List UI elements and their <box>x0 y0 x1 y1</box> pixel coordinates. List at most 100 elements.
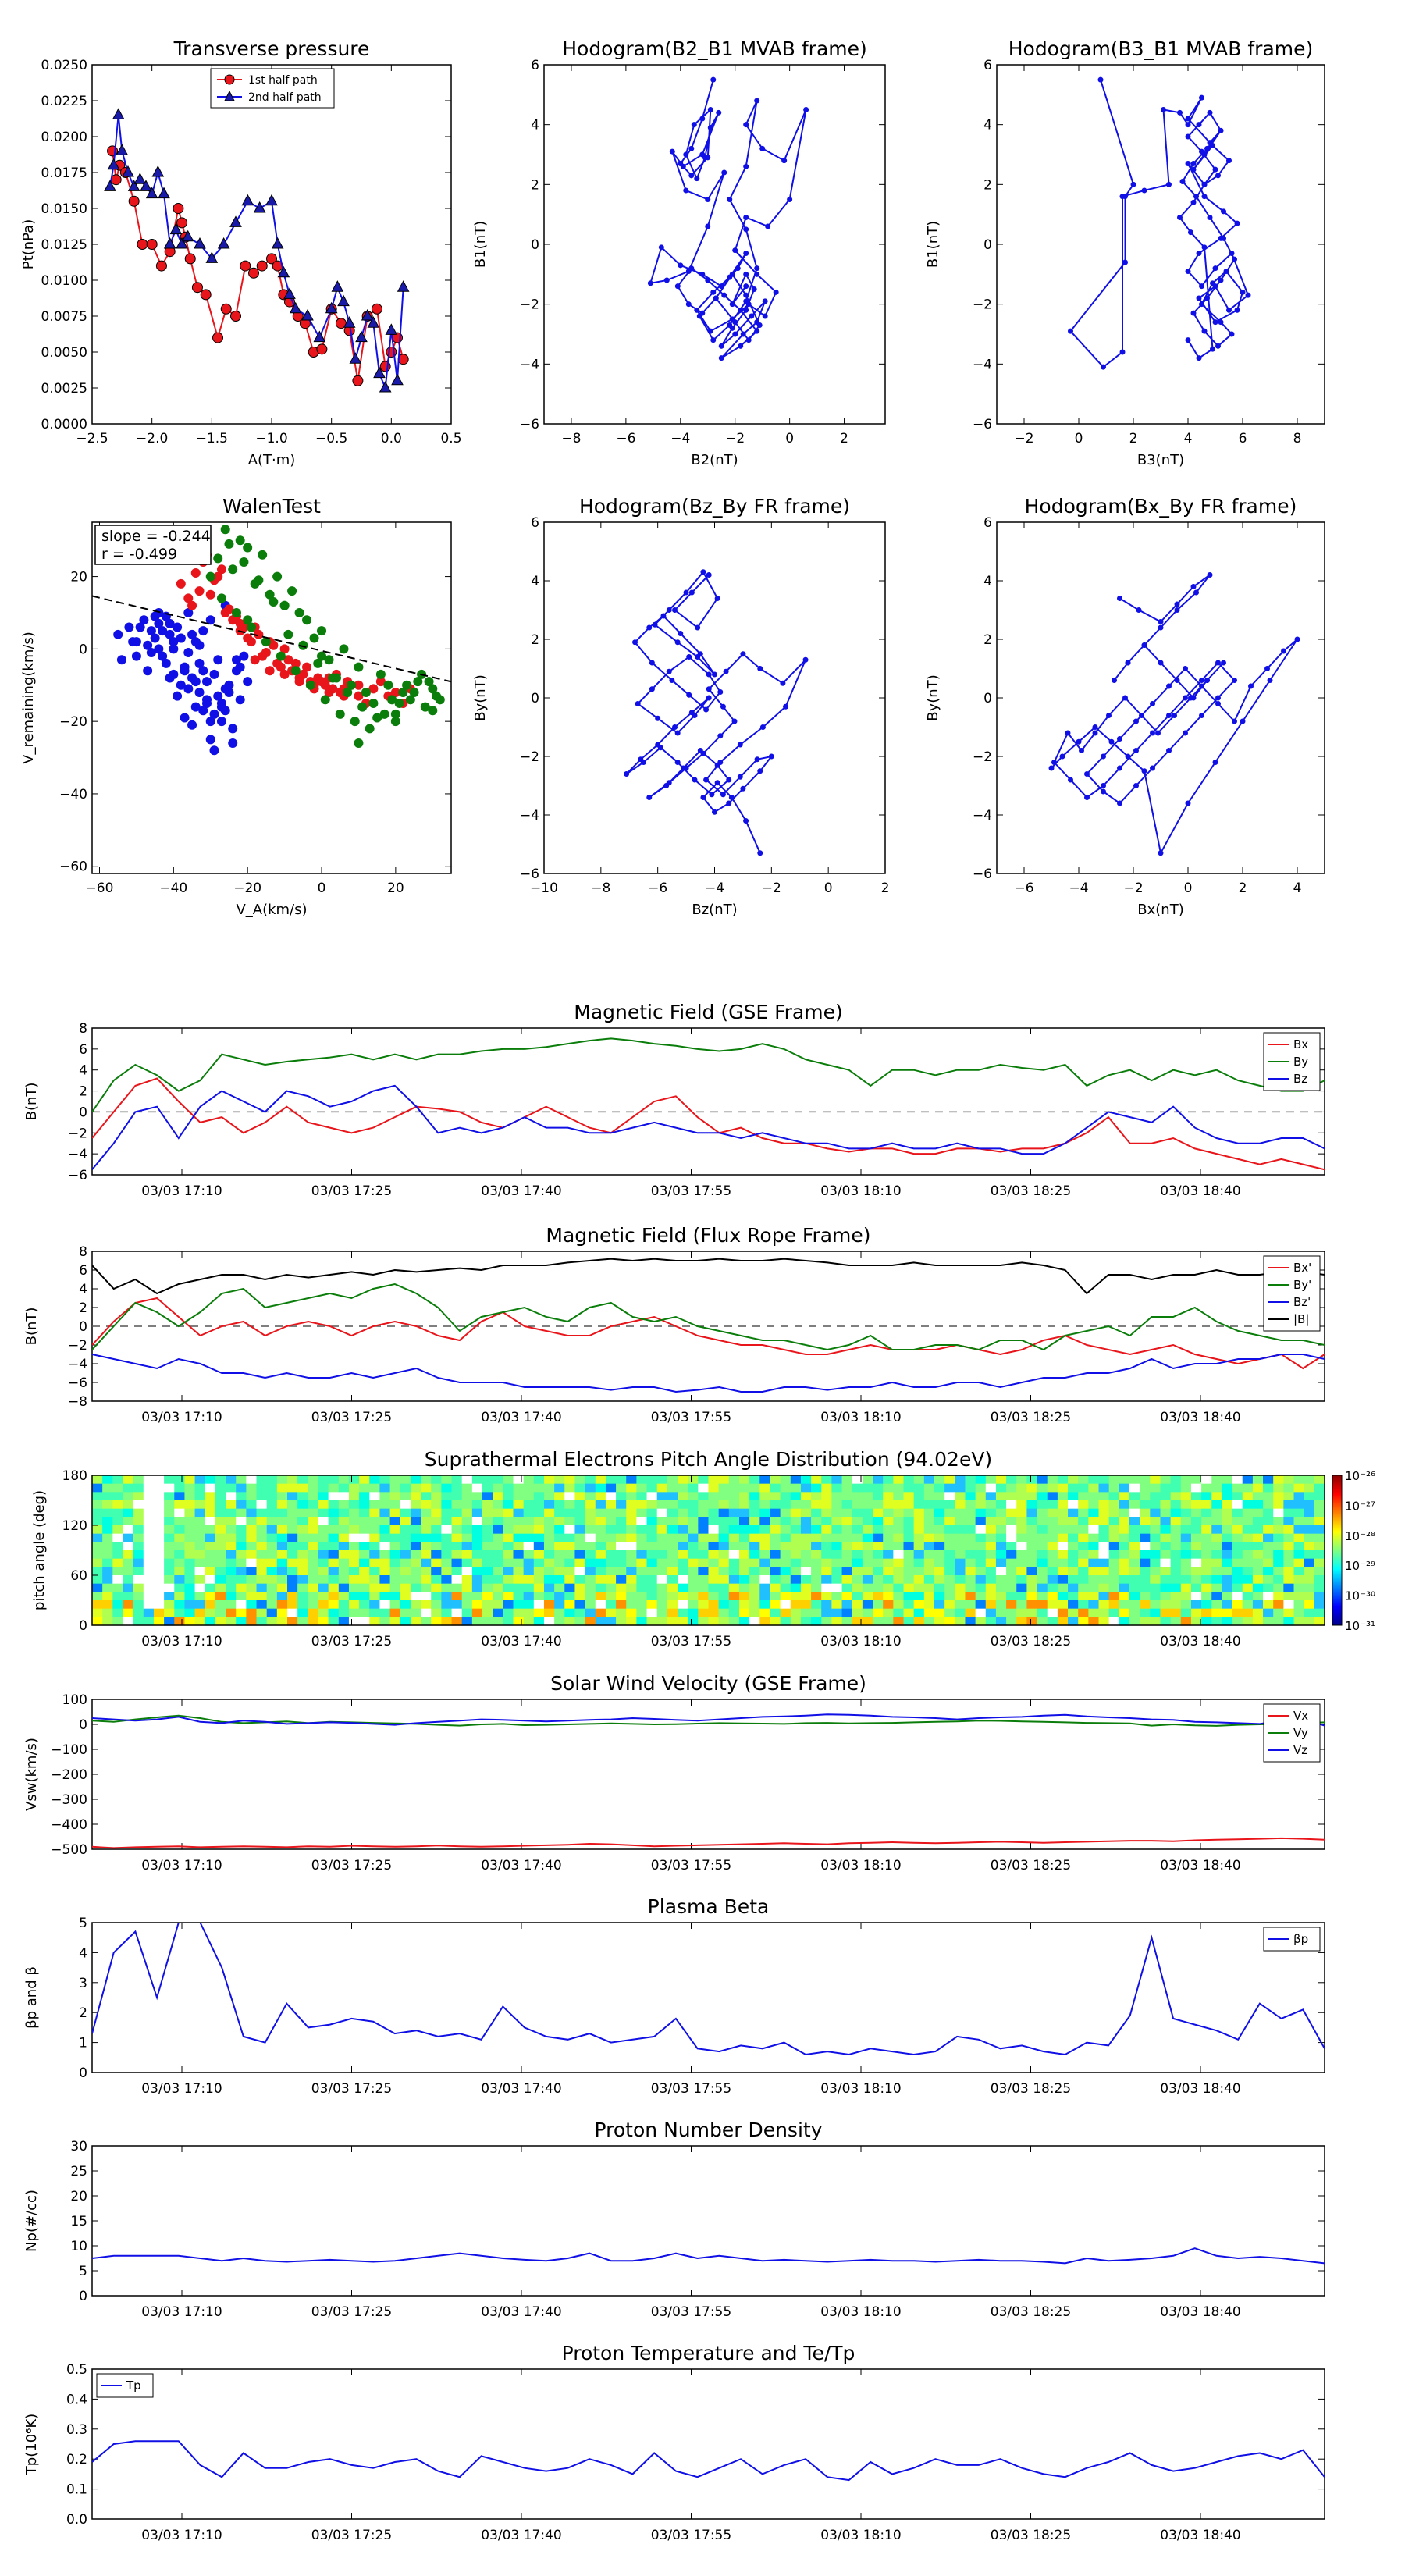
pad-cell <box>194 1483 206 1493</box>
pad-cell <box>595 1525 606 1535</box>
pad-cell <box>348 1475 360 1485</box>
pad-cell <box>841 1583 853 1592</box>
pad-cell <box>153 1558 165 1567</box>
pad-cell <box>246 1592 258 1601</box>
pt-point <box>194 237 206 249</box>
pad-cell <box>482 1567 493 1576</box>
pad-cell <box>1150 1592 1161 1601</box>
pad-cell <box>205 1525 216 1535</box>
pad-cell <box>698 1533 710 1542</box>
pad-cell <box>143 1542 155 1551</box>
h1-point <box>729 325 735 331</box>
pad-cell <box>616 1525 627 1535</box>
pad-cell <box>112 1508 124 1517</box>
pad-cell <box>1190 1517 1202 1526</box>
pad-cell <box>1170 1492 1182 1501</box>
h1-point <box>727 197 733 202</box>
h3-point <box>737 742 743 748</box>
pad-cell <box>965 1508 976 1517</box>
pad-cell <box>461 1508 473 1517</box>
pad-cell <box>585 1592 596 1601</box>
pad-cell <box>811 1617 822 1626</box>
h1-point <box>754 271 760 277</box>
pad-cell <box>543 1517 555 1526</box>
pad-cell <box>1129 1475 1140 1485</box>
pad-cell <box>451 1575 463 1585</box>
h3-point <box>757 666 763 671</box>
ts2-ytick-label: 2 <box>79 1300 87 1316</box>
pad-cell <box>698 1483 710 1493</box>
pad-cell <box>328 1550 340 1560</box>
pad-cell <box>112 1575 124 1585</box>
pad-cell <box>400 1525 411 1535</box>
pad-cell <box>533 1500 545 1510</box>
pad-cell <box>215 1558 226 1567</box>
pad-cell <box>1293 1617 1305 1626</box>
h4-point <box>1117 596 1122 601</box>
pad-cell <box>318 1617 329 1626</box>
pad-cell <box>338 1500 350 1510</box>
ts1-ytick-label: 2 <box>79 1084 87 1100</box>
pad-cell <box>482 1575 493 1585</box>
h1-point <box>754 328 760 334</box>
pad-cell <box>533 1608 545 1617</box>
pad-cell <box>400 1500 411 1510</box>
pad-cell <box>328 1600 340 1610</box>
pad-cell <box>164 1542 175 1551</box>
h2-point <box>1185 133 1191 140</box>
pad-cell <box>102 1508 113 1517</box>
pad-cells <box>92 1475 1325 1626</box>
pad-cell <box>369 1500 381 1510</box>
pad-cell <box>554 1600 565 1610</box>
pad-cell <box>1242 1533 1254 1542</box>
pad-cell <box>975 1525 987 1535</box>
pad-xtick-label: 03/03 17:25 <box>311 1634 392 1649</box>
walen-point <box>290 658 301 668</box>
pad-cell <box>770 1558 781 1567</box>
pad-cell <box>934 1575 945 1585</box>
h1-point <box>754 319 760 326</box>
pad-cell <box>1180 1483 1192 1493</box>
pad-cell <box>1222 1500 1233 1510</box>
h4-point <box>1204 678 1210 683</box>
ts3-legend-label: Vz <box>1293 1743 1307 1757</box>
pad-cell <box>862 1600 873 1610</box>
pad-cell <box>852 1483 863 1493</box>
pad-cell <box>153 1583 165 1592</box>
pad-cell <box>780 1508 791 1517</box>
pad-cell <box>934 1600 945 1610</box>
pad-cell <box>1016 1525 1028 1535</box>
pad-cell <box>174 1600 186 1610</box>
pad-cell <box>985 1517 997 1526</box>
pad-cell <box>410 1533 422 1542</box>
pad-cell <box>678 1550 688 1560</box>
pad-cell <box>359 1475 370 1485</box>
pad-cell <box>718 1525 730 1535</box>
pad-cell <box>749 1608 760 1617</box>
pad-cell <box>821 1533 832 1542</box>
pad-cell <box>112 1525 124 1535</box>
pad-cell <box>616 1517 627 1526</box>
pad-cell <box>287 1608 298 1617</box>
pad-cell <box>1057 1475 1069 1485</box>
pad-cell <box>1119 1600 1130 1610</box>
ts5-xtick-label: 03/03 18:25 <box>991 2304 1071 2320</box>
pad-cell <box>852 1617 863 1626</box>
pad-cell <box>893 1475 905 1485</box>
walen-point <box>265 666 275 676</box>
pad-cell <box>359 1483 370 1493</box>
pad-cell <box>153 1533 165 1542</box>
pad-cell <box>636 1508 648 1517</box>
pad-cell <box>123 1475 134 1485</box>
h2-point <box>1199 283 1204 290</box>
pt-point <box>151 165 165 177</box>
h3-ytick-label: 2 <box>531 632 539 648</box>
pad-cell <box>821 1500 832 1510</box>
walen-point <box>394 698 404 708</box>
pad-cell <box>749 1500 760 1510</box>
ts1-ytick-label: −6 <box>68 1168 87 1183</box>
h1-point <box>773 289 779 295</box>
pad-cell <box>276 1575 288 1585</box>
pad-cell <box>533 1558 545 1567</box>
pad-cell <box>811 1592 822 1601</box>
